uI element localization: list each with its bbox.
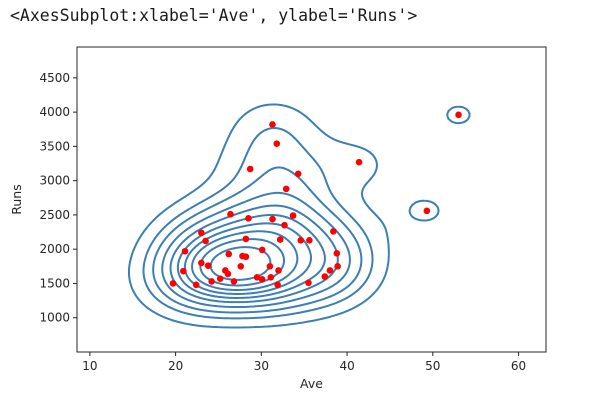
data-point [192,281,200,289]
x-tick-label: 60 [511,359,526,373]
y-tick-label: 3000 [39,174,70,188]
y-tick-label: 3500 [39,139,70,153]
data-point [258,276,266,283]
data-point [258,246,266,254]
data-point [266,263,274,270]
x-tick-label: 50 [425,359,440,373]
data-point [181,247,189,255]
data-point [273,140,281,147]
data-point [202,237,209,245]
kde-contour-line [142,127,374,320]
data-point [224,270,232,278]
y-tick-label: 2500 [39,208,70,222]
data-point [423,207,431,215]
data-point [275,267,282,274]
data-point [216,275,224,282]
x-tick-label: 40 [339,359,354,373]
data-point [180,267,187,275]
kde-contour-line [152,166,363,314]
data-point [297,236,305,244]
x-tick-label: 30 [254,359,269,373]
data-point [269,121,276,128]
axes-frame [76,46,547,353]
data-point [230,278,238,285]
data-point [326,267,334,274]
data-point [455,111,462,119]
x-axis-label: Ave [300,376,323,391]
data-point [282,185,290,193]
data-point [355,158,363,166]
data-point [321,273,329,280]
data-point [242,235,250,243]
kde-contour-line [191,230,299,291]
kde-contour-line [127,103,471,329]
kde-contour-line [176,213,326,299]
data-point [169,280,177,287]
data-point [333,250,341,257]
y-tick-label: 1500 [39,276,70,290]
data-point [237,263,245,270]
data-point [225,250,233,258]
kde-contours [127,103,471,329]
data-point [289,212,297,219]
kde-contour-line [161,191,351,309]
y-tick-label: 4000 [39,105,70,119]
data-point [242,253,250,261]
data-point [245,215,252,222]
scatter-points [169,111,462,289]
output-repr: <AxesSubplot:xlabel='Ave', ylabel='Runs'… [10,6,418,25]
data-point [334,263,341,270]
data-point [294,170,302,178]
data-point [269,215,276,223]
data-point [198,259,205,267]
data-point [227,210,234,218]
data-point [198,229,205,237]
x-tick-label: 10 [82,359,97,373]
data-point [204,262,212,269]
y-tick-label: 1000 [39,311,70,325]
data-point [246,165,254,173]
data-point [276,236,284,243]
x-axis-ticks: 10 20 30 40 50 60 [82,352,526,373]
data-point [305,279,312,287]
data-point [330,228,337,235]
data-point [274,281,281,289]
y-tick-label: 4500 [39,71,70,85]
data-point [208,278,215,285]
data-point [253,273,261,281]
y-axis-label: Runs [9,184,24,214]
y-axis-ticks: 1000 1500 2000 2500 3000 3500 4000 4500 [39,71,77,325]
y-tick-label: 2000 [39,242,70,256]
data-point [281,221,288,229]
data-point [306,236,313,244]
data-point [267,273,275,281]
x-tick-label: 20 [168,359,183,373]
